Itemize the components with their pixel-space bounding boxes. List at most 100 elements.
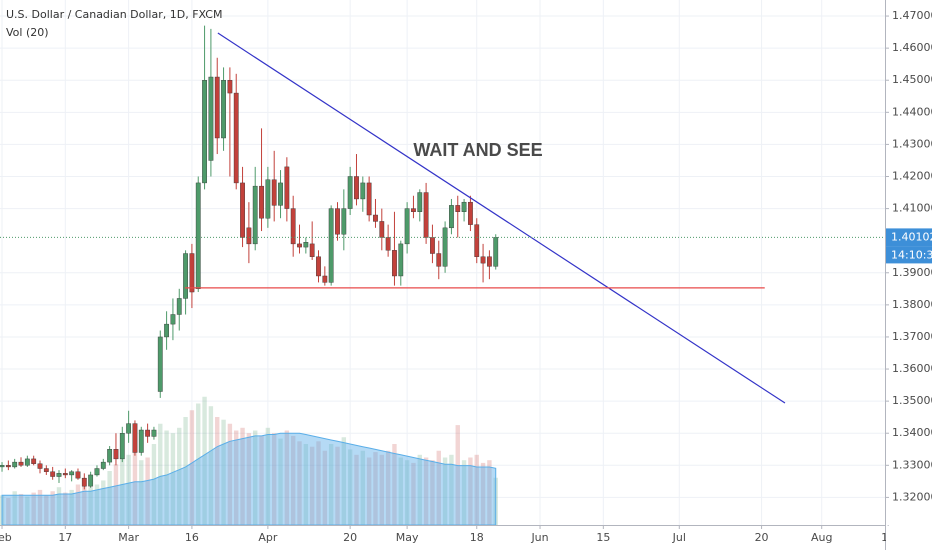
- candle-body: [468, 201, 473, 225]
- y-tick-label: 1.43000: [892, 137, 932, 150]
- candle-body: [24, 458, 30, 466]
- candle-body: [271, 179, 277, 206]
- x-tick-label: Jun: [530, 531, 548, 544]
- candle-body: [442, 227, 448, 267]
- last-price-box: [886, 228, 932, 247]
- volume-bar: [240, 427, 245, 525]
- candle-body: [189, 253, 195, 293]
- y-tick-label: 1.36000: [892, 362, 932, 375]
- candle-body: [81, 477, 87, 487]
- candle-body: [107, 449, 113, 463]
- volume-bar: [56, 487, 62, 525]
- candle-body: [480, 256, 486, 264]
- volume-bar: [6, 498, 11, 525]
- candle-body: [385, 237, 391, 251]
- volume-bar: [411, 462, 416, 525]
- volume-bar: [398, 457, 403, 525]
- volume-bar: [139, 460, 144, 525]
- volume-bar: [88, 487, 93, 525]
- volume-bar: [151, 444, 157, 525]
- candle-body: [56, 473, 62, 477]
- candle-body: [195, 182, 201, 290]
- volume-bar: [75, 484, 81, 525]
- candle-body: [221, 80, 226, 139]
- candle-body: [455, 205, 461, 212]
- candle-body: [297, 243, 302, 248]
- x-tick-label: 18: [470, 531, 484, 544]
- candle-body: [157, 336, 163, 392]
- x-tick-label: Feb: [0, 531, 12, 544]
- candle-body: [423, 192, 429, 238]
- y-tick-label: 1.47000: [892, 9, 932, 22]
- volume-bar: [12, 491, 17, 525]
- volume-bar: [360, 450, 366, 525]
- chart-title: U.S. Dollar / Canadian Dollar, 1D, FXCM: [6, 8, 222, 21]
- candle-body: [303, 242, 309, 248]
- volume-bar: [487, 460, 492, 525]
- candle-body: [145, 429, 151, 437]
- y-tick-label: 1.45000: [892, 73, 932, 86]
- volume-bar: [208, 406, 214, 525]
- candle-body: [100, 461, 106, 469]
- candle-body: [461, 201, 467, 212]
- volume-bar: [183, 417, 188, 525]
- candle-body: [37, 463, 43, 469]
- volume-bar: [63, 492, 68, 525]
- candle-body: [208, 76, 214, 161]
- volume-bar: [328, 444, 334, 525]
- candle-body: [411, 208, 416, 212]
- volume-bar: [202, 396, 207, 525]
- volume-bar: [126, 454, 131, 525]
- candle-body: [0, 465, 5, 468]
- volume-bar: [297, 441, 302, 525]
- candle-body: [290, 208, 296, 245]
- volume-bar: [158, 423, 163, 525]
- y-tick-label: 1.39000: [892, 266, 932, 279]
- volume-bar: [316, 441, 321, 525]
- volume-bar: [227, 423, 233, 525]
- y-tick-label: 1.38000: [892, 298, 932, 311]
- volume-bar: [449, 454, 454, 525]
- volume-bar: [455, 425, 460, 525]
- volume-bar: [385, 450, 391, 525]
- candle-body: [5, 465, 11, 468]
- volume-bar: [436, 450, 441, 525]
- volume-bar: [196, 403, 201, 525]
- volume-bar: [430, 460, 435, 525]
- volume-bar: [392, 444, 397, 525]
- volume-bar: [132, 450, 138, 525]
- volume-bar: [423, 457, 429, 525]
- candle-body: [328, 208, 334, 283]
- candle-body: [240, 182, 245, 238]
- candle-body: [138, 429, 144, 453]
- candle-body: [252, 185, 258, 245]
- volume-bar: [341, 437, 347, 525]
- volume-bar: [290, 435, 296, 525]
- candle-body: [202, 80, 207, 184]
- volume-bar: [69, 489, 74, 525]
- x-tick-label: Apr: [258, 531, 278, 544]
- candle-body: [164, 323, 169, 338]
- volume-bar: [468, 457, 473, 525]
- volume-bar: [37, 489, 43, 525]
- candle-body: [119, 433, 125, 460]
- candle-body: [493, 237, 499, 267]
- volume-bar: [404, 460, 410, 525]
- x-tick-label: 16: [185, 531, 199, 544]
- volume-bar: [303, 444, 309, 525]
- y-tick-label: 1.46000: [892, 41, 932, 54]
- axis-corner: [886, 526, 932, 550]
- volume-bar: [31, 492, 36, 525]
- volume-bar: [44, 495, 49, 525]
- volume-bar: [265, 427, 271, 525]
- candle-body: [347, 176, 353, 209]
- candle-body: [214, 76, 220, 139]
- volume-bar: [417, 454, 422, 525]
- volume-bar: [366, 457, 372, 525]
- volume-bar: [354, 454, 359, 525]
- candle-body: [265, 179, 271, 219]
- candle-body: [227, 80, 233, 94]
- volume-bar: [50, 491, 55, 525]
- candle-body: [62, 473, 68, 476]
